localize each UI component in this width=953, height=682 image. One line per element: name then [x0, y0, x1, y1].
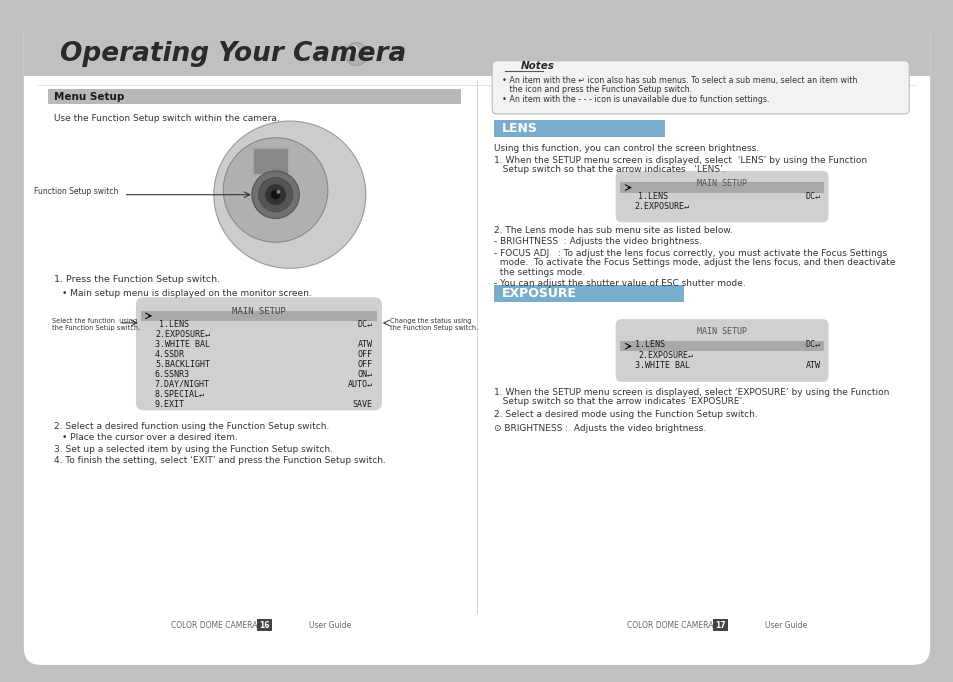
Bar: [24, 17, 929, 76]
Text: mode.  To activate the Focus Settings mode, adjust the lens focus, and then deac: mode. To activate the Focus Settings mod…: [494, 258, 895, 267]
Text: 2.EXPOSURE↵: 2.EXPOSURE↵: [634, 203, 689, 211]
Text: DC↵: DC↵: [357, 320, 372, 329]
Text: 4. To finish the setting, select ‘EXIT’ and press the Function Setup switch.: 4. To finish the setting, select ‘EXIT’ …: [54, 456, 386, 465]
Text: LENS: LENS: [501, 121, 537, 135]
FancyBboxPatch shape: [136, 297, 381, 411]
Text: ⊙ BRIGHTNESS :  Adjusts the video brightness.: ⊙ BRIGHTNESS : Adjusts the video brightn…: [494, 424, 705, 432]
Text: Setup switch so that the arrow indicates ‘EXPOSURE’.: Setup switch so that the arrow indicates…: [494, 397, 744, 406]
FancyBboxPatch shape: [24, 17, 929, 85]
Text: COLOR DOME CAMERA: COLOR DOME CAMERA: [626, 621, 712, 629]
Text: • An item with the - - - icon is unavailable due to function settings.: • An item with the - - - icon is unavail…: [501, 95, 768, 104]
FancyBboxPatch shape: [24, 17, 929, 665]
Bar: [24, 61, 929, 85]
Bar: [24, 76, 929, 85]
Bar: [712, 619, 727, 631]
Text: • Place the cursor over a desired item.: • Place the cursor over a desired item.: [62, 433, 237, 442]
Text: - You can adjust the shutter value of ESC shutter mode.: - You can adjust the shutter value of ES…: [494, 279, 745, 288]
Text: Operating Your Camera: Operating Your Camera: [60, 41, 406, 67]
Text: the icon and press the Function Setup switch.: the icon and press the Function Setup sw…: [501, 85, 691, 94]
Text: 17: 17: [714, 621, 724, 629]
Ellipse shape: [258, 177, 293, 212]
Text: - FOCUS ADJ   : To adjust the lens focus correctly, you must activate the Focus : - FOCUS ADJ : To adjust the lens focus c…: [494, 249, 886, 258]
Text: MAIN SETUP: MAIN SETUP: [697, 179, 746, 188]
Text: Using this function, you can control the screen brightness.: Using this function, you can control the…: [494, 145, 759, 153]
Text: MAIN SETUP: MAIN SETUP: [697, 327, 746, 336]
Ellipse shape: [223, 138, 328, 242]
Text: OFF: OFF: [357, 360, 372, 369]
Text: ON↵: ON↵: [357, 370, 372, 379]
Bar: [494, 285, 683, 302]
Ellipse shape: [252, 171, 299, 218]
Text: 3.WHITE BAL: 3.WHITE BAL: [634, 361, 689, 370]
Text: EXPOSURE: EXPOSURE: [501, 287, 577, 300]
Text: 9.EXIT: 9.EXIT: [154, 400, 185, 409]
Bar: [494, 119, 664, 137]
Bar: [619, 341, 822, 351]
Ellipse shape: [276, 190, 280, 194]
Text: 1. When the SETUP menu screen is displayed, select ‘EXPOSURE’ by using the Funct: 1. When the SETUP menu screen is display…: [494, 387, 888, 396]
Text: the settings mode.: the settings mode.: [494, 268, 585, 277]
Text: Setup switch so that the arrow indicates   ‘LENS’.: Setup switch so that the arrow indicates…: [494, 165, 725, 174]
Text: • An item with the ↵ icon also has sub menus. To select a sub menu, select an it: • An item with the ↵ icon also has sub m…: [501, 76, 856, 85]
Text: 1. When the SETUP menu screen is displayed, select  ‘LENS’ by using the Function: 1. When the SETUP menu screen is display…: [494, 155, 866, 165]
Ellipse shape: [265, 184, 286, 205]
Text: SAVE: SAVE: [352, 400, 372, 409]
Text: 2. Select a desired function using the Function Setup switch.: 2. Select a desired function using the F…: [54, 421, 330, 431]
Bar: [256, 619, 272, 631]
FancyBboxPatch shape: [615, 319, 827, 382]
Text: MAIN SETUP: MAIN SETUP: [232, 307, 286, 316]
Bar: [253, 149, 288, 174]
Bar: [252, 147, 290, 176]
Ellipse shape: [348, 45, 358, 55]
Text: ATW: ATW: [805, 361, 820, 370]
Text: ATW: ATW: [357, 340, 372, 349]
Text: 8.SPECIAL↵: 8.SPECIAL↵: [154, 390, 205, 399]
Text: DC↵: DC↵: [805, 340, 820, 349]
Text: 2.EXPOSURE↵: 2.EXPOSURE↵: [638, 351, 693, 359]
Bar: [140, 310, 376, 321]
FancyBboxPatch shape: [615, 171, 827, 222]
Ellipse shape: [213, 121, 365, 268]
Text: 6.SSNR3: 6.SSNR3: [154, 370, 190, 379]
Text: COLOR DOME CAMERA: COLOR DOME CAMERA: [171, 621, 256, 629]
Text: - BRIGHTNESS  : Adjusts the video brightness.: - BRIGHTNESS : Adjusts the video brightn…: [494, 237, 701, 246]
Ellipse shape: [271, 190, 280, 199]
Text: 1.LENS: 1.LENS: [634, 340, 664, 349]
Bar: [619, 182, 822, 193]
Text: 5.BACKLIGHT: 5.BACKLIGHT: [154, 360, 210, 369]
Ellipse shape: [242, 162, 365, 247]
Text: • Main setup menu is displayed on the monitor screen.: • Main setup menu is displayed on the mo…: [62, 288, 312, 298]
Text: Function Setup switch: Function Setup switch: [34, 188, 119, 196]
Text: User Guide: User Guide: [309, 621, 351, 629]
Text: OFF: OFF: [357, 350, 372, 359]
Text: 16: 16: [258, 621, 269, 629]
Text: AUTO↵: AUTO↵: [347, 380, 372, 389]
Text: Select the function  using
the Function Setup switch.: Select the function using the Function S…: [52, 318, 140, 331]
Text: DC↵: DC↵: [805, 192, 820, 201]
Ellipse shape: [345, 43, 367, 65]
FancyBboxPatch shape: [492, 61, 908, 114]
Text: Menu Setup: Menu Setup: [54, 92, 125, 102]
Text: 1.LENS: 1.LENS: [158, 320, 189, 329]
Text: 1.LENS: 1.LENS: [638, 192, 668, 201]
Text: 7.DAY/NIGHT: 7.DAY/NIGHT: [154, 380, 210, 389]
Text: 2. Select a desired mode using the Function Setup switch.: 2. Select a desired mode using the Funct…: [494, 411, 757, 419]
Text: User Guide: User Guide: [764, 621, 806, 629]
Bar: [48, 89, 460, 104]
Text: Change the status using
the Function Setup switch.: Change the status using the Function Set…: [389, 318, 477, 331]
Text: Notes: Notes: [520, 61, 554, 72]
Text: 2.EXPOSURE↵: 2.EXPOSURE↵: [154, 330, 210, 339]
Text: 3.WHITE BAL: 3.WHITE BAL: [154, 340, 210, 349]
Text: 1. Press the Function Setup switch.: 1. Press the Function Setup switch.: [54, 276, 220, 284]
Text: 2. The Lens mode has sub menu site as listed below.: 2. The Lens mode has sub menu site as li…: [494, 226, 732, 235]
Text: Use the Function Setup switch within the camera.: Use the Function Setup switch within the…: [54, 114, 280, 123]
Text: 3. Set up a selected item by using the Function Setup switch.: 3. Set up a selected item by using the F…: [54, 445, 333, 454]
Text: 4.SSDR: 4.SSDR: [154, 350, 185, 359]
